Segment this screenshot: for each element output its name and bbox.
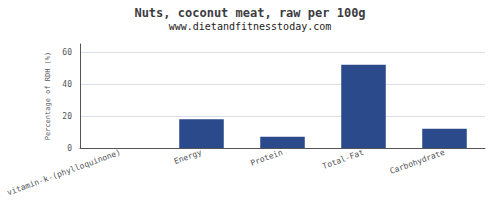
svg-text:Total-Fat: Total-Fat — [321, 148, 365, 171]
svg-text:www.dietandfitnesstoday.com: www.dietandfitnesstoday.com — [169, 21, 332, 32]
svg-text:Protein: Protein — [249, 148, 284, 168]
svg-text:Percentage of RDH (%): Percentage of RDH (%) — [44, 52, 52, 141]
svg-text:0: 0 — [67, 144, 72, 153]
svg-text:Carbohydrate: Carbohydrate — [389, 148, 447, 176]
svg-text:20: 20 — [62, 112, 72, 121]
svg-text:60: 60 — [62, 48, 72, 57]
svg-text:vitamin-k-(phylloquinone): vitamin-k-(phylloquinone) — [6, 148, 122, 198]
svg-text:Nuts, coconut meat, raw per 10: Nuts, coconut meat, raw per 100g — [134, 6, 365, 20]
svg-text:Energy: Energy — [173, 148, 203, 166]
svg-text:40: 40 — [62, 80, 72, 89]
